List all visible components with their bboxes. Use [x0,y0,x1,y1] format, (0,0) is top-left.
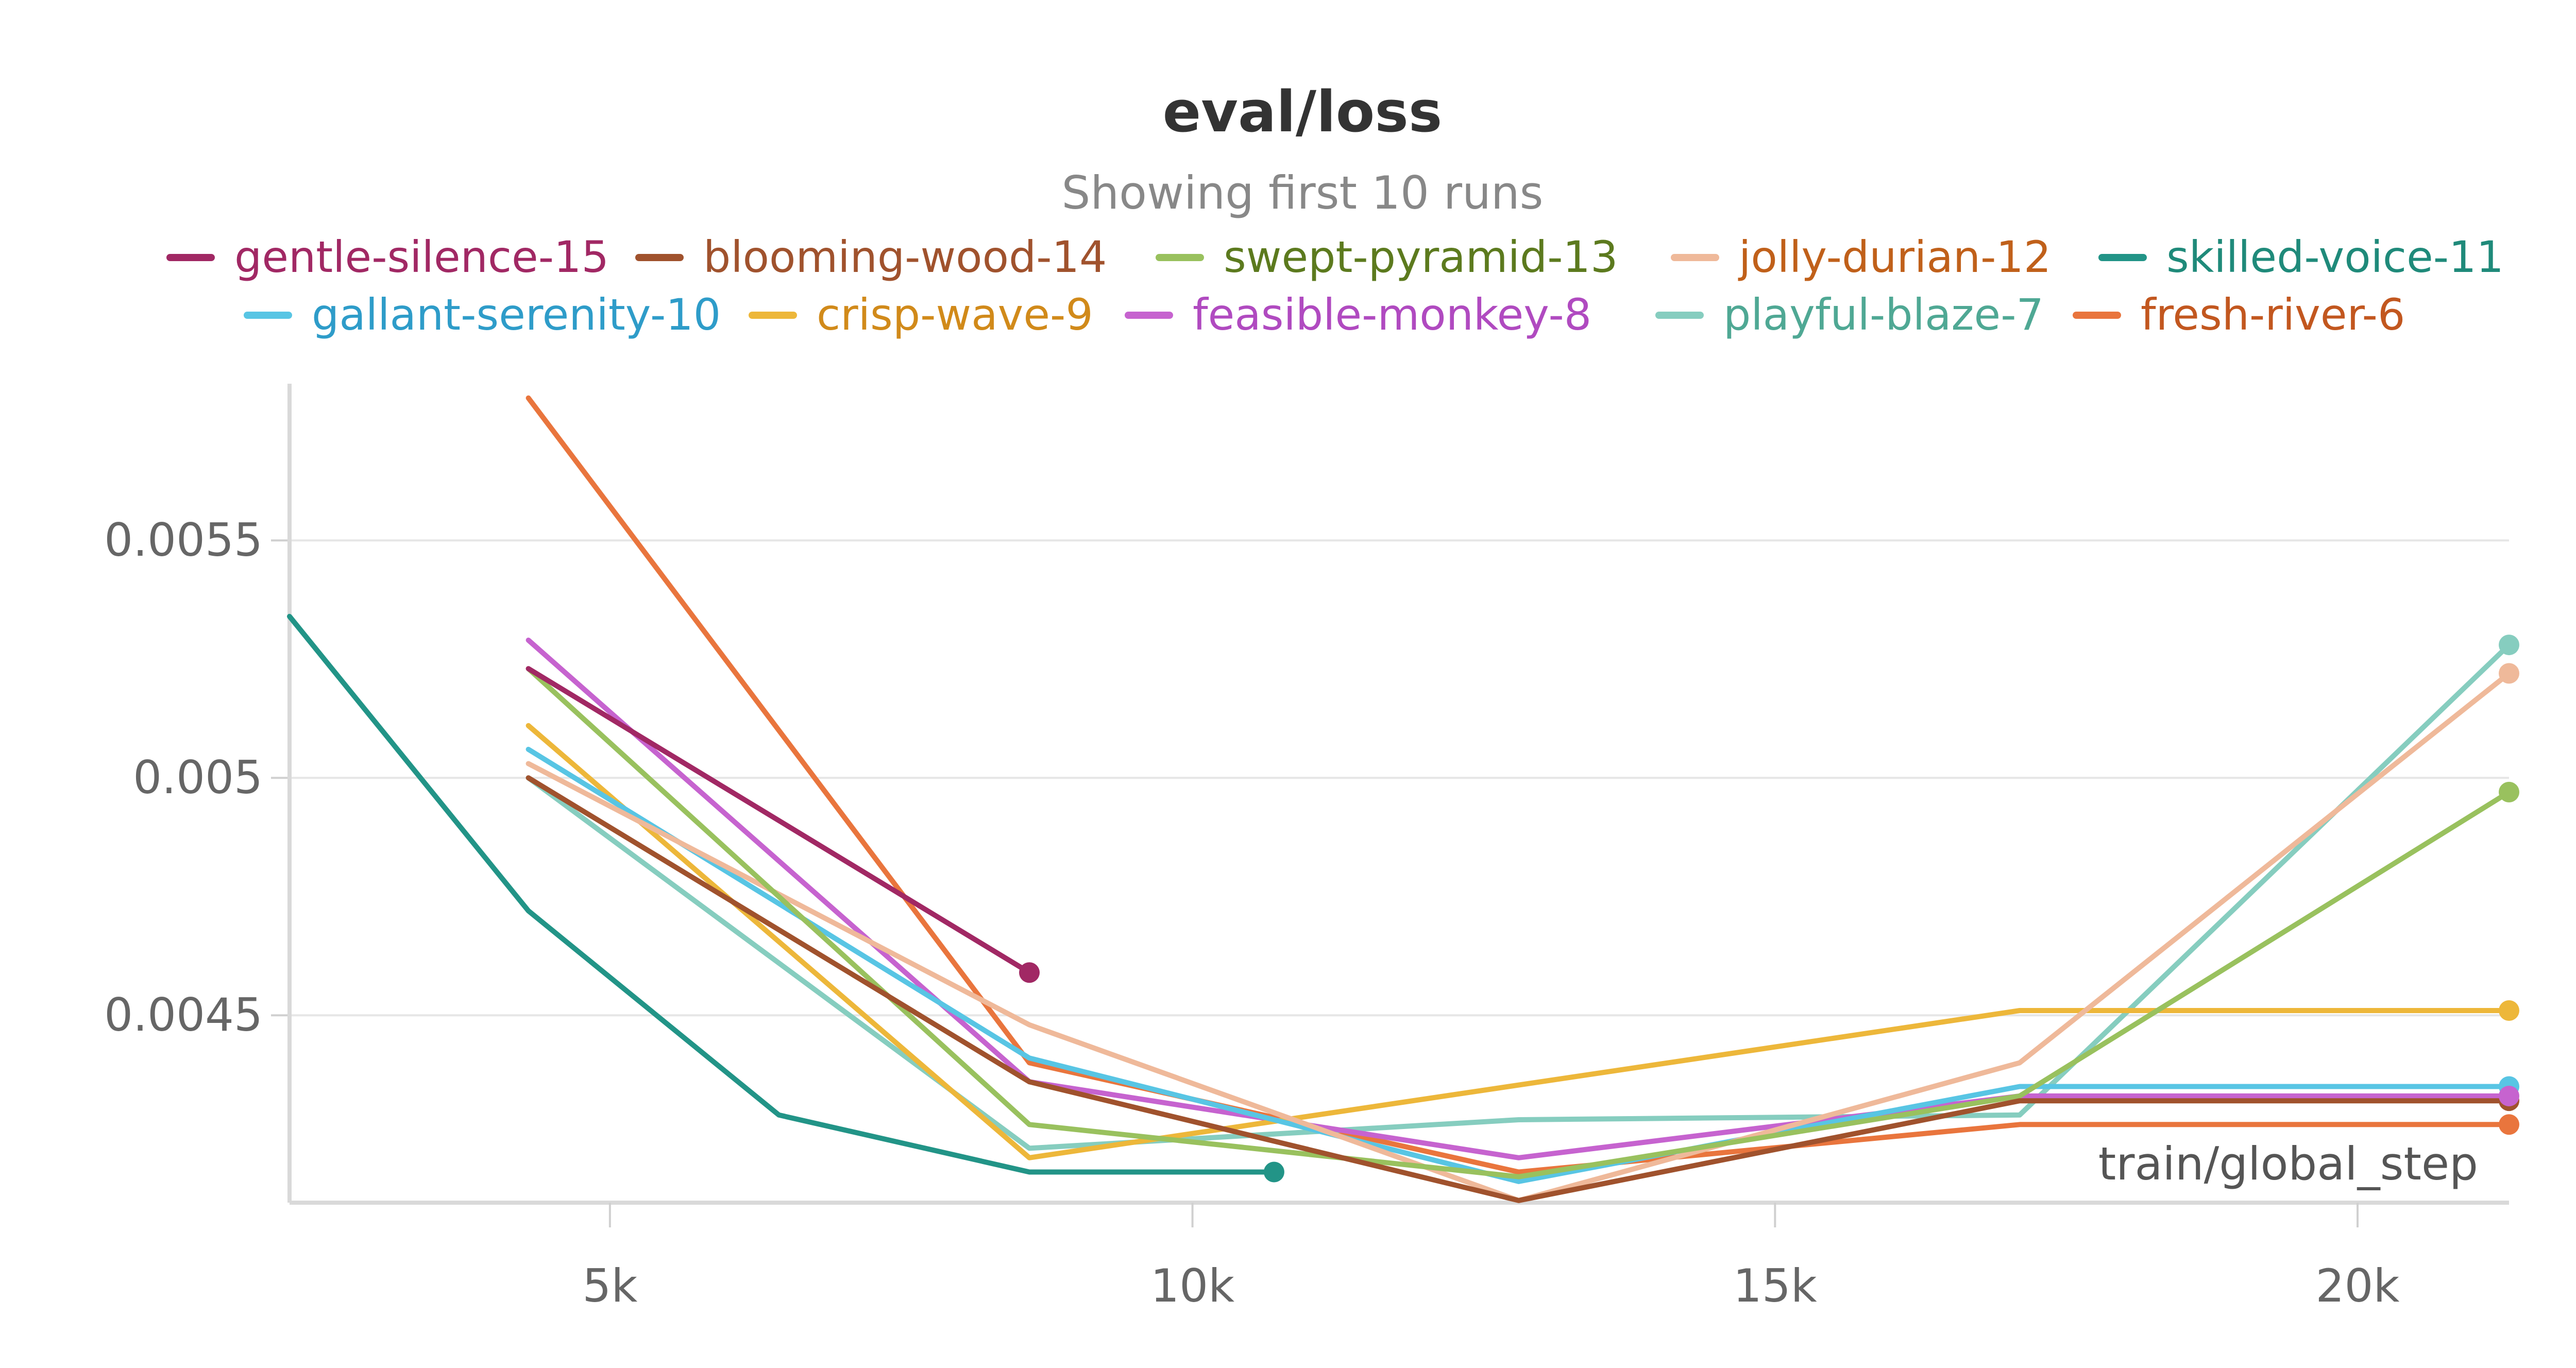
x-tick-label-3: 20k [2316,1259,2400,1312]
series-endpoint-jolly-durian-12[interactable] [2499,663,2519,684]
series-line-swept-pyramid-13[interactable] [526,666,2512,1179]
series-endpoint-feasible-monkey-8[interactable] [2499,1085,2519,1106]
series-endpoint-playful-blaze-7[interactable] [2499,635,2519,656]
series-line-gentle-silence-15[interactable] [526,666,1032,976]
x-tick-label-1: 10k [1150,1259,1234,1312]
legend-label-fresh-river-6[interactable]: fresh-river-6 [2141,289,2405,340]
legend-label-blooming-wood-14[interactable]: blooming-wood-14 [703,232,1107,282]
x-axis-label: train/global_step [2098,1137,2478,1190]
legend-label-gallant-serenity-10[interactable]: gallant-serenity-10 [312,289,721,340]
series-line-playful-blaze-7[interactable] [526,642,2512,1151]
chart-title: eval/loss [1163,79,1443,145]
series-endpoint-swept-pyramid-13[interactable] [2499,781,2519,802]
series-endpoint-fresh-river-6[interactable] [2499,1114,2519,1135]
series-endpoint-skilled-voice-11[interactable] [1263,1161,1284,1183]
series-endpoint-gentle-silence-15[interactable] [1019,962,1040,983]
axes: 5k 10k 15k 20k [287,384,2509,1312]
x-tick-label-2: 15k [1733,1259,1817,1312]
legend-label-gentle-silence-15[interactable]: gentle-silence-15 [234,232,609,282]
series-line-fresh-river-6[interactable] [526,395,2512,1175]
y-tick-label-0: 0.0045 [104,988,263,1041]
series-lines [287,395,2512,1203]
series-line-gallant-serenity-10[interactable] [526,746,2512,1184]
legend-label-jolly-durian-12[interactable]: jolly-durian-12 [1738,232,2051,282]
y-tick-label-2: 0.0055 [104,514,263,567]
y-tick-label-1: 0.005 [133,751,263,804]
x-tick-label-0: 5k [582,1259,637,1312]
series-line-feasible-monkey-8[interactable] [526,637,2512,1160]
series-line-blooming-wood-14[interactable] [526,775,2512,1203]
series-endpoint-crisp-wave-9[interactable] [2499,1000,2519,1021]
legend-label-playful-blaze-7[interactable]: playful-blaze-7 [1723,289,2044,340]
series-line-skilled-voice-11[interactable] [287,613,1277,1175]
legend-label-feasible-monkey-8[interactable]: feasible-monkey-8 [1193,289,1591,340]
legend: gentle-silence-15 blooming-wood-14 swept-p… [166,232,2504,340]
series-endpoints [1019,635,2519,1183]
series-line-crisp-wave-9[interactable] [526,723,2512,1160]
legend-label-skilled-voice-11[interactable]: skilled-voice-11 [2166,232,2504,282]
legend-label-crisp-wave-9[interactable]: crisp-wave-9 [817,289,1093,340]
chart-subtitle: Showing first 10 runs [1062,166,1544,219]
legend-label-swept-pyramid-13[interactable]: swept-pyramid-13 [1224,232,1618,282]
